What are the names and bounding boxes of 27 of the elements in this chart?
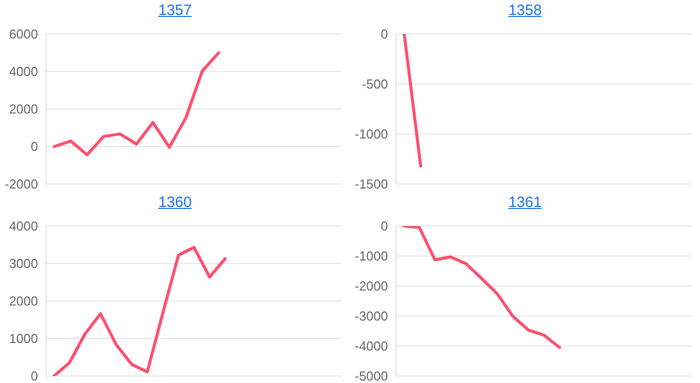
y-tick-label: -1000 — [354, 248, 388, 264]
y-tick-label: 2000 — [9, 293, 38, 308]
y-tick-label: -2000 — [4, 176, 38, 192]
y-tick-label: 0 — [380, 26, 388, 42]
y-tick-label: -1500 — [354, 176, 388, 192]
y-tick-label: 1000 — [9, 330, 38, 346]
y-tick-label: -3000 — [354, 308, 388, 324]
y-tick-label: 3000 — [9, 256, 38, 271]
y-tick-label: -4000 — [354, 338, 388, 354]
y-tick-label: -2000 — [354, 278, 388, 294]
y-tick-label: -500 — [362, 76, 388, 92]
line-series — [52, 51, 220, 156]
chart-title: 1360 — [158, 194, 192, 210]
y-tick-label: 4000 — [9, 218, 38, 234]
chart-title: 1358 — [508, 2, 542, 19]
line-series — [52, 245, 227, 376]
y-tick-label: 0 — [30, 368, 38, 383]
y-tick-label: -1000 — [354, 126, 388, 142]
y-tick-label: -5000 — [354, 368, 388, 383]
y-tick-label: 0 — [30, 139, 38, 154]
line-series — [402, 226, 562, 348]
y-tick-label: 4000 — [9, 64, 38, 80]
chart-title: 1361 — [508, 194, 542, 210]
chart-title: 1357 — [158, 2, 192, 19]
y-tick-label: 2000 — [9, 102, 38, 117]
y-tick-label: 0 — [380, 218, 388, 234]
y-tick-label: 6000 — [9, 26, 38, 42]
